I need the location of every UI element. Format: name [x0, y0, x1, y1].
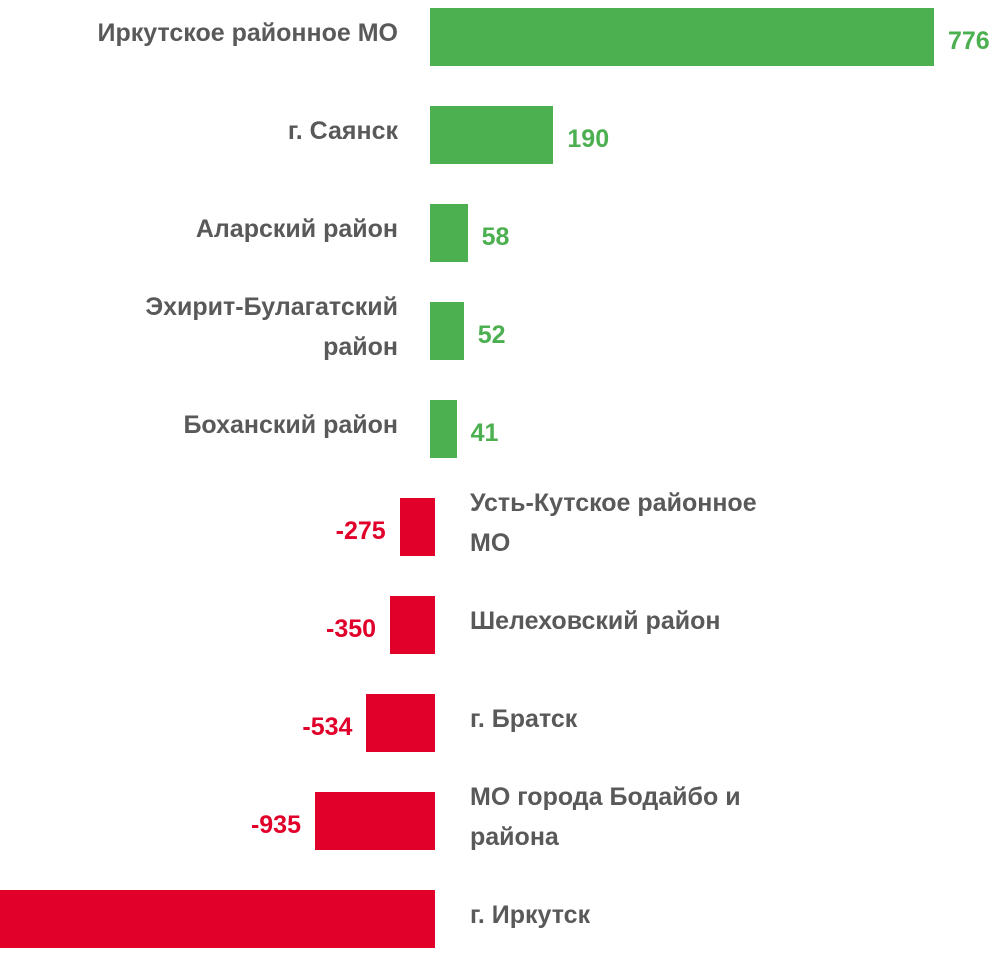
value-label: -935	[250, 811, 301, 839]
category-label: Эхирит-Булагатский район	[145, 293, 398, 361]
value-label: 776	[948, 27, 990, 55]
value-label: -534	[302, 713, 353, 741]
category-label: Боханский район	[183, 411, 398, 439]
bar	[0, 890, 435, 948]
value-label: -275	[335, 517, 386, 545]
bar	[399, 498, 435, 556]
bar	[390, 596, 435, 654]
category-label: Иркутское районное МО	[97, 19, 399, 47]
value-label: 190	[567, 125, 610, 153]
bar	[315, 792, 435, 850]
category-label: г. Иркутск	[470, 901, 591, 929]
value-label: 41	[470, 419, 499, 447]
category-label: МО города Бодайбо и района	[470, 783, 741, 851]
bar	[430, 400, 457, 458]
bar	[430, 302, 464, 360]
value-label: -350	[326, 615, 377, 643]
category-label: г. Братск	[470, 705, 578, 733]
category-label: Шелеховский район	[470, 607, 721, 635]
category-label: г. Саянск	[287, 117, 398, 145]
value-label: 52	[477, 321, 506, 349]
category-label: Аларский район	[195, 215, 398, 243]
bar	[430, 106, 554, 164]
value-label: 58	[481, 223, 510, 251]
bar	[430, 204, 468, 262]
bar	[430, 8, 934, 66]
category-label: Усть-Кутское районное МО	[470, 489, 757, 557]
bar	[366, 694, 435, 752]
